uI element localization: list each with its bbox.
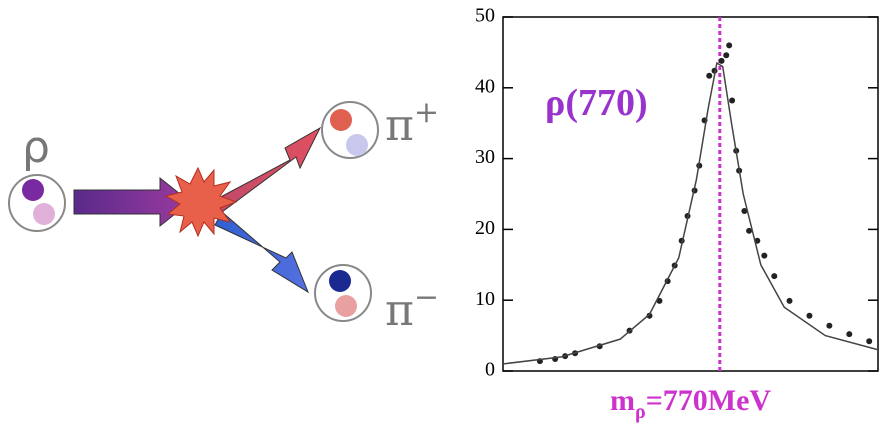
pi-symbol: π — [385, 100, 414, 151]
y-tick-label: 40 — [475, 75, 495, 97]
data-point — [726, 42, 732, 48]
antiquark — [33, 203, 55, 225]
arrow-in — [74, 178, 190, 226]
data-point — [787, 298, 793, 304]
quark — [329, 270, 351, 292]
mass-label: mρ=770MeV — [610, 384, 771, 423]
pi-minus-label: π− — [385, 280, 439, 336]
quark — [22, 179, 44, 201]
charge: + — [414, 95, 439, 130]
rho-label: ρ — [22, 122, 50, 173]
data-point — [826, 323, 832, 329]
mass-symbol: m — [610, 384, 635, 417]
arrow-pi-plus — [215, 128, 320, 212]
pi-plus-label: π+ — [385, 95, 439, 151]
data-point — [723, 52, 729, 58]
data-point — [846, 331, 852, 337]
data-point — [866, 338, 872, 344]
quark — [330, 109, 352, 131]
data-point — [719, 58, 725, 64]
y-tick-label: 50 — [475, 5, 495, 27]
mass-subscript: ρ — [635, 401, 646, 423]
figure: ρ π+ π− 01020304050ρ(770)mρ=770MeV — [0, 0, 879, 423]
antiquark — [346, 134, 368, 156]
arrow-pi-minus — [215, 212, 308, 292]
chart: 0 10 20 30 40 50 ρ(770) mρ=770MeV — [475, 5, 878, 423]
y-tick-label: 20 — [475, 217, 495, 239]
y-tick-label: 30 — [475, 146, 495, 168]
y-tick-label: 10 — [475, 288, 495, 310]
data-point — [806, 313, 812, 319]
data-point — [706, 73, 712, 79]
charge: − — [414, 280, 439, 315]
pi-symbol: π — [385, 285, 414, 336]
data-point — [761, 253, 767, 259]
y-tick-label: 0 — [485, 359, 495, 381]
plot-frame — [503, 17, 878, 371]
decay-diagram: ρ π+ π− — [9, 95, 439, 336]
annotation: ρ(770) — [545, 82, 648, 124]
antiquark — [335, 295, 357, 317]
data-point — [729, 98, 735, 104]
mass-value: =770MeV — [646, 384, 772, 417]
data-point — [771, 273, 777, 279]
